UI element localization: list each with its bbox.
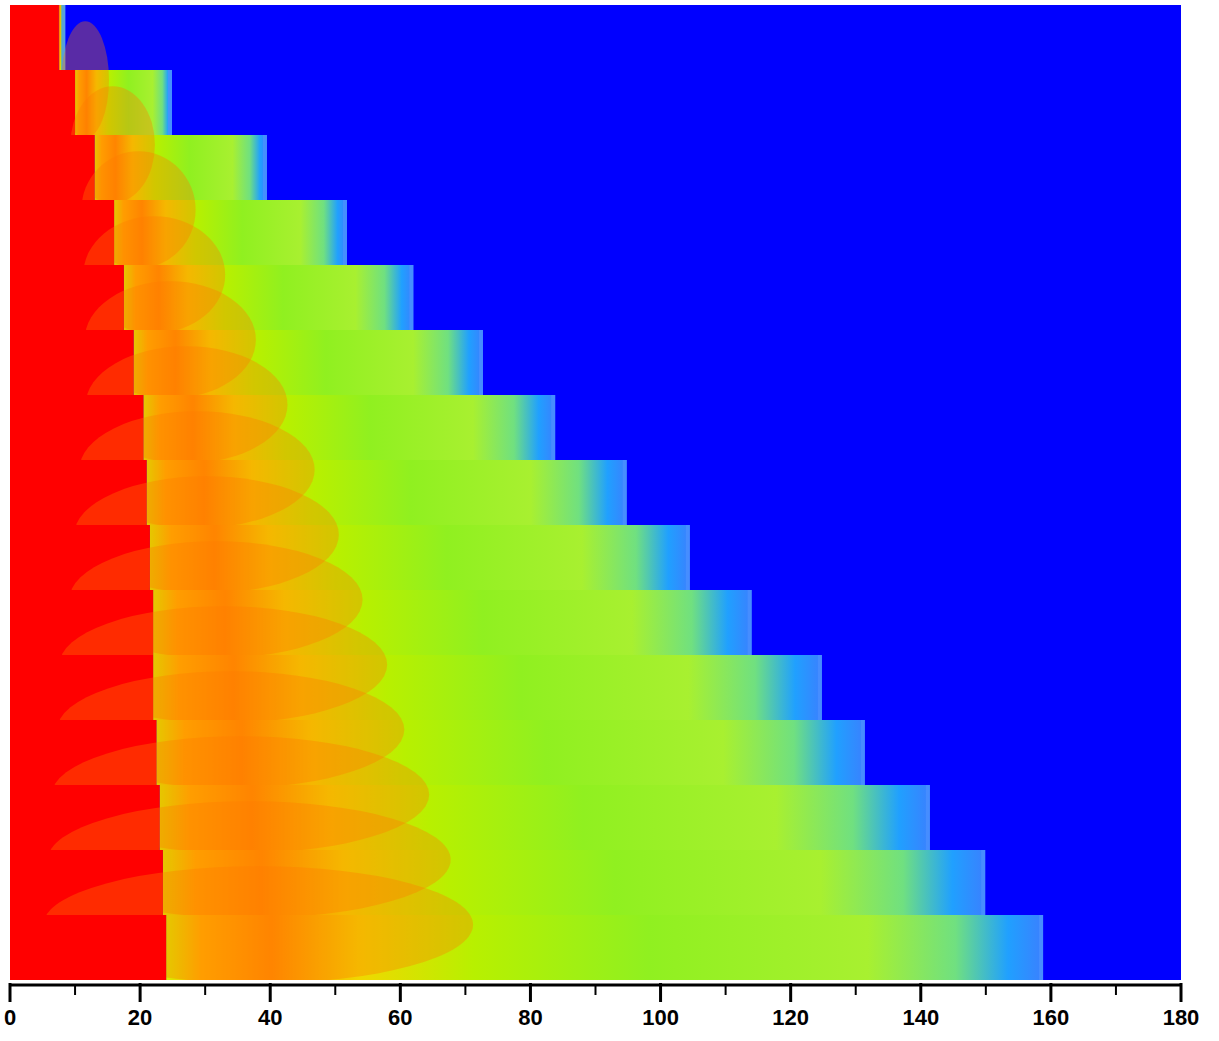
red-region: [10, 70, 75, 135]
background: [10, 5, 1181, 980]
major-tick: [659, 983, 662, 1002]
major-tick: [1180, 983, 1183, 1002]
minor-tick: [855, 985, 857, 995]
minor-tick: [1115, 985, 1117, 995]
major-tick: [269, 983, 272, 1002]
minor-tick: [985, 985, 987, 995]
red-region: [10, 5, 59, 70]
plot-area: [10, 5, 1181, 980]
major-tick: [139, 983, 142, 1002]
tick-label: 140: [902, 1005, 939, 1030]
front-band: [551, 395, 555, 460]
front-band: [168, 70, 172, 135]
front-band: [926, 785, 930, 850]
minor-tick: [595, 985, 597, 995]
major-tick: [1049, 983, 1052, 1002]
front-band: [343, 200, 347, 265]
minor-tick: [725, 985, 727, 995]
tick-label: 20: [128, 1005, 152, 1030]
minor-tick: [204, 985, 206, 995]
tick-label: 60: [388, 1005, 412, 1030]
major-tick: [529, 983, 532, 1002]
major-tick: [9, 983, 12, 1002]
minor-tick: [464, 985, 466, 995]
front-band: [686, 525, 690, 590]
major-tick: [789, 983, 792, 1002]
front-band: [748, 590, 752, 655]
tick-label: 40: [258, 1005, 282, 1030]
tick-label: 80: [518, 1005, 542, 1030]
major-tick: [399, 983, 402, 1002]
red-region: [10, 135, 95, 200]
tick-label: 100: [642, 1005, 679, 1030]
front-band: [409, 265, 413, 330]
front-band: [981, 850, 985, 915]
tick-label: 0: [4, 1005, 16, 1030]
front-band: [818, 655, 822, 720]
minor-tick: [334, 985, 336, 995]
front-band: [861, 720, 865, 785]
minor-tick: [74, 985, 76, 995]
tick-label: 160: [1033, 1005, 1070, 1030]
tick-label: 120: [772, 1005, 809, 1030]
front-band: [263, 135, 267, 200]
chart: 0 20 40 60 80 100 120 140 160 180: [0, 0, 1219, 1041]
tick-label: 180: [1163, 1005, 1200, 1030]
red-region: [10, 915, 166, 980]
front-band: [623, 460, 627, 525]
front-band: [1039, 915, 1043, 980]
front-band: [479, 330, 483, 395]
major-tick: [919, 983, 922, 1002]
